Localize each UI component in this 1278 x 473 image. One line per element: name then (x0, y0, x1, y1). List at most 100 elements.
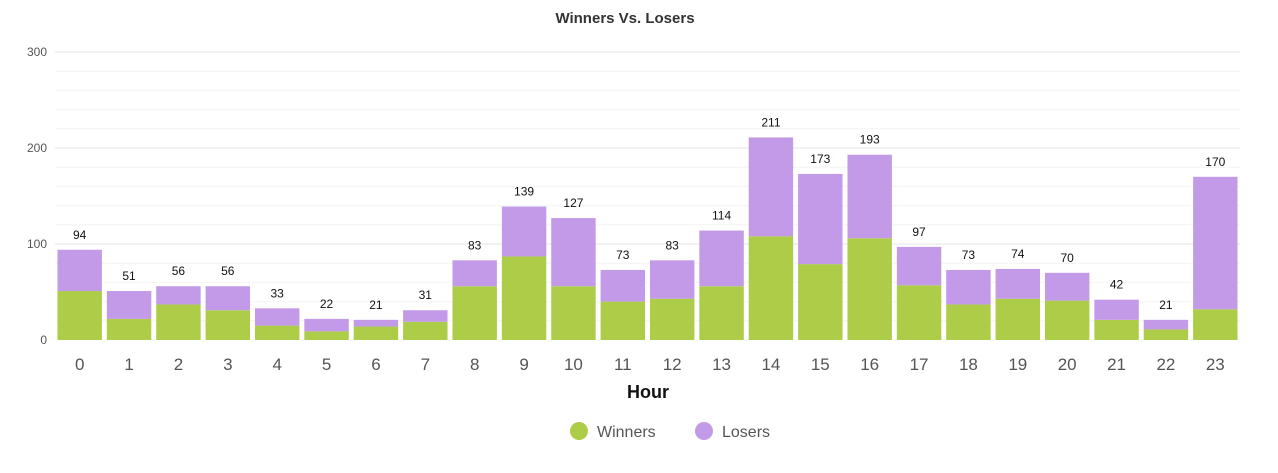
x-tick-label: 5 (322, 355, 331, 374)
bar-winners-9[interactable] (501, 256, 547, 340)
y-tick-label: 300 (27, 45, 47, 59)
bar-winners-23[interactable] (1193, 309, 1238, 340)
bar-winners-10[interactable] (551, 286, 596, 340)
bar-losers-8[interactable] (452, 260, 497, 287)
data-label-total: 33 (271, 286, 285, 300)
bar-winners-14[interactable] (748, 236, 794, 340)
data-label-total: 193 (860, 133, 880, 147)
bar-losers-5[interactable] (304, 318, 349, 332)
bar-winners-4[interactable] (254, 325, 300, 340)
grid-lines (55, 51, 1240, 322)
data-label-total: 73 (962, 248, 976, 262)
bar-winners-0[interactable] (57, 291, 102, 340)
bar-losers-2[interactable] (156, 286, 201, 305)
legend-marker-winners[interactable] (570, 422, 588, 440)
bar-losers-10[interactable] (551, 218, 596, 287)
bar-winners-19[interactable] (995, 298, 1041, 340)
data-label-total: 114 (712, 209, 731, 223)
bar-losers-0[interactable] (57, 249, 102, 292)
data-label-total: 83 (666, 238, 680, 252)
data-label-total: 42 (1110, 278, 1124, 292)
data-label-total: 97 (912, 225, 926, 239)
bar-winners-15[interactable] (798, 264, 843, 340)
x-tick-label: 14 (761, 355, 780, 374)
x-tick-label: 6 (371, 355, 380, 374)
x-tick-label: 13 (712, 355, 731, 374)
y-tick-label: 100 (27, 237, 47, 251)
data-label-total: 22 (320, 297, 334, 311)
chart-title: Winners Vs. Losers (555, 10, 694, 27)
bar-winners-12[interactable] (649, 298, 695, 340)
bar-losers-7[interactable] (403, 310, 448, 322)
x-tick-label: 11 (614, 355, 632, 374)
bar-losers-20[interactable] (1044, 272, 1090, 301)
bar-winners-5[interactable] (304, 331, 349, 340)
bar-winners-11[interactable] (600, 301, 646, 340)
data-label-total: 56 (221, 264, 235, 278)
data-label-total: 83 (468, 238, 482, 252)
x-tick-label: 8 (470, 355, 479, 374)
bar-losers-15[interactable] (798, 173, 843, 265)
legend-label-winners[interactable]: Winners (597, 424, 656, 441)
x-tick-label: 10 (564, 355, 583, 374)
x-tick-label: 4 (272, 355, 281, 374)
bar-winners-13[interactable] (699, 286, 744, 340)
bar-losers-4[interactable] (254, 308, 300, 326)
bar-losers-13[interactable] (699, 230, 744, 287)
legend-marker-losers[interactable] (695, 422, 713, 440)
data-label-total: 56 (172, 264, 186, 278)
bar-winners-6[interactable] (353, 326, 399, 340)
bar-winners-7[interactable] (403, 321, 448, 340)
x-tick-label: 1 (124, 355, 133, 374)
bar-losers-18[interactable] (946, 269, 991, 305)
bar-losers-14[interactable] (748, 137, 794, 237)
data-label-total: 139 (514, 185, 534, 199)
data-label-total: 21 (1159, 298, 1173, 312)
x-tick-label: 12 (663, 355, 682, 374)
data-label-total: 170 (1205, 155, 1225, 169)
x-tick-label: 19 (1008, 355, 1027, 374)
x-tick-label: 20 (1058, 355, 1077, 374)
data-label-total: 74 (1011, 247, 1025, 261)
y-tick-label: 200 (27, 141, 47, 155)
data-label-total: 94 (73, 228, 87, 242)
x-tick-label: 17 (910, 355, 929, 374)
data-label-total: 31 (419, 288, 433, 302)
bar-losers-11[interactable] (600, 269, 646, 302)
bar-winners-16[interactable] (847, 238, 892, 340)
bar-winners-20[interactable] (1044, 300, 1090, 340)
bar-winners-22[interactable] (1143, 329, 1189, 340)
data-label-total: 70 (1061, 251, 1075, 265)
bar-winners-2[interactable] (156, 304, 201, 340)
bar-losers-3[interactable] (205, 286, 251, 311)
bar-winners-18[interactable] (946, 304, 991, 340)
bar-losers-23[interactable] (1193, 176, 1238, 310)
bar-winners-21[interactable] (1094, 319, 1139, 340)
x-axis: 0 1 2 3 4 5 6 7 8 9 10 11 12 13 14 15 16 17 18 19 20 21 22 23 (75, 355, 1225, 374)
data-label-total: 73 (616, 248, 630, 262)
bar-losers-19[interactable] (995, 268, 1041, 299)
x-tick-label: 18 (959, 355, 978, 374)
bar-winners-1[interactable] (106, 318, 152, 340)
x-tick-label: 16 (860, 355, 879, 374)
x-tick-label: 23 (1206, 355, 1225, 374)
legend: Winners Losers (570, 422, 770, 441)
bar-losers-17[interactable] (896, 246, 942, 286)
bar-winners-3[interactable] (205, 310, 251, 340)
x-tick-label: 21 (1107, 355, 1126, 374)
bar-losers-9[interactable] (501, 206, 547, 257)
bars (57, 137, 1238, 340)
bar-losers-22[interactable] (1143, 319, 1189, 330)
x-tick-label: 7 (421, 355, 430, 374)
legend-label-losers[interactable]: Losers (722, 424, 770, 441)
bar-winners-17[interactable] (896, 285, 942, 340)
bar-losers-1[interactable] (106, 291, 152, 319)
y-axis: 0 100 200 300 (27, 45, 47, 347)
data-label-total: 173 (810, 152, 830, 166)
bar-losers-16[interactable] (847, 154, 892, 239)
bar-winners-8[interactable] (452, 286, 497, 340)
bar-losers-12[interactable] (649, 260, 695, 299)
bar-losers-21[interactable] (1094, 299, 1139, 320)
bar-losers-6[interactable] (353, 319, 399, 327)
